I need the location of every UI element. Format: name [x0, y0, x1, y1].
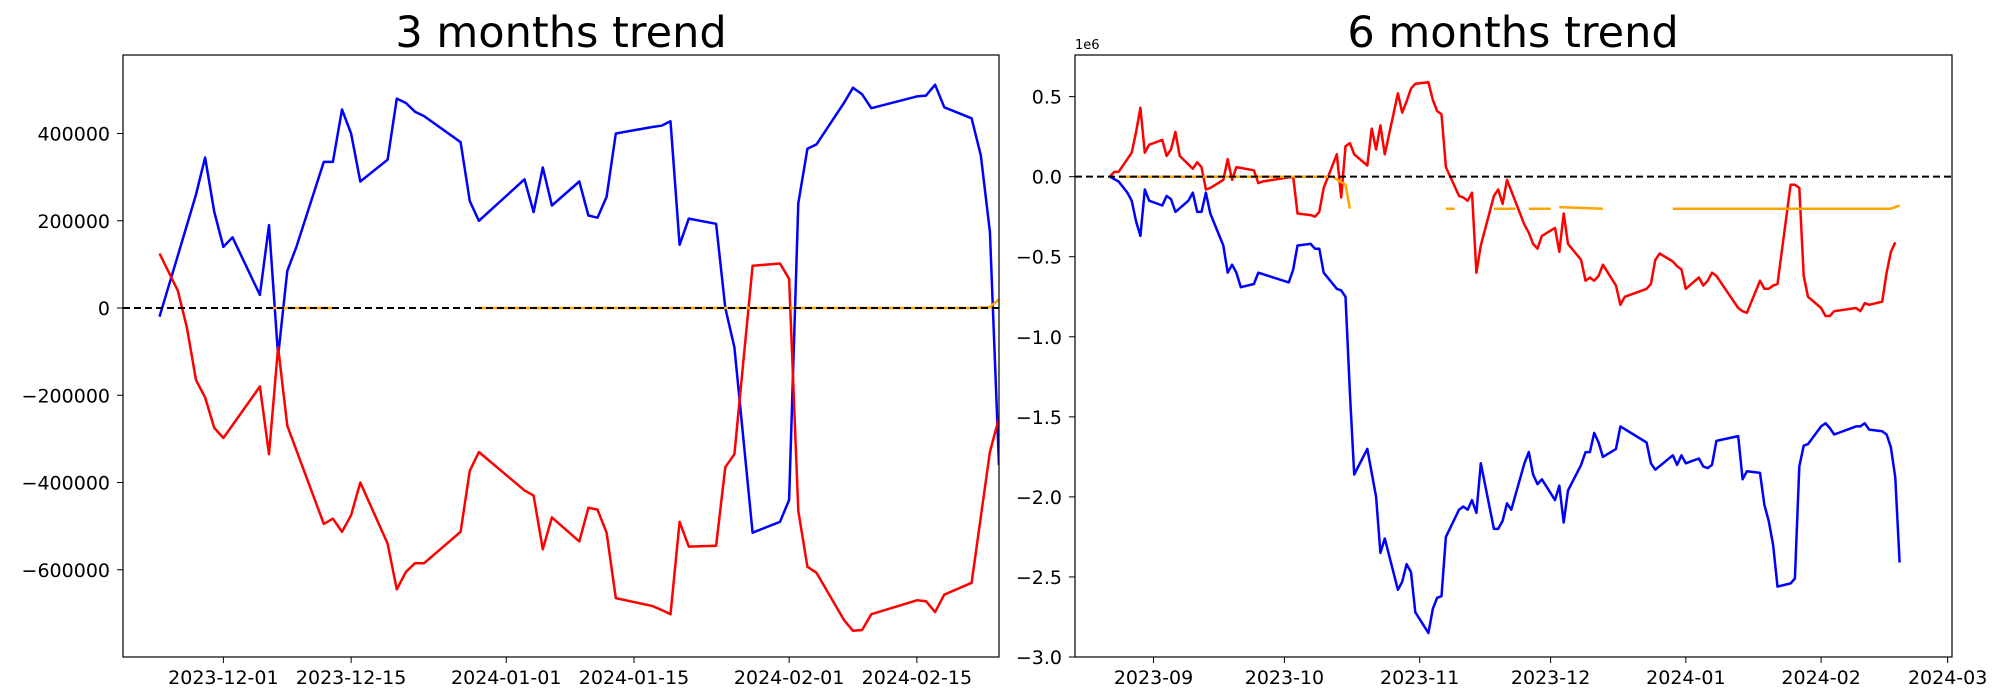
y-tick-label: −3.0 — [1016, 647, 1062, 669]
y-tick-label: −600000 — [22, 560, 110, 582]
y-tick-label: −0.5 — [1016, 247, 1062, 269]
x-tick-label: 2024-01-01 — [451, 667, 561, 689]
y-tick-label: 0.0 — [1032, 167, 1062, 189]
x-tick-label: 2024-01-15 — [579, 667, 689, 689]
chart-title: 3 months trend — [395, 8, 726, 58]
plot-frame — [122, 54, 1000, 658]
y-tick-label: −1.5 — [1016, 407, 1062, 429]
y-tick-label: 0 — [98, 298, 110, 320]
chart-panel-3-months: 3 months trend 2023-12-01 2023-12-15 2024-0… — [22, 8, 1000, 689]
series-line-red — [1108, 80, 1897, 318]
x-tick-label: 2024-02-15 — [862, 667, 972, 689]
y-tick-label: 0.5 — [1032, 87, 1062, 109]
x-tick-label: 2024-01 — [1646, 667, 1725, 689]
y-tick-label: −2.0 — [1016, 487, 1062, 509]
plot-area — [123, 83, 999, 633]
x-tick-label: 2023-12 — [1511, 667, 1590, 689]
x-tick-label: 2023-12-15 — [296, 667, 406, 689]
series-line-blue — [1109, 175, 1901, 635]
x-tick-label: 2024-02 — [1781, 667, 1860, 689]
y-tick-label: −1.0 — [1016, 327, 1062, 349]
x-tick-label: 2024-02-01 — [734, 667, 844, 689]
x-tick-label: 2023-11 — [1380, 667, 1459, 689]
series-line-orange — [1118, 175, 1901, 210]
y-axis-offset-label: 1e6 — [1075, 38, 1100, 53]
y-tick-label: −400000 — [22, 473, 110, 495]
chart-panel-6-months: 6 months trend 1e6 2023-09 2023-10 2023-11 20… — [1016, 8, 1987, 689]
series-line-red — [158, 252, 999, 633]
series-line-blue — [158, 83, 999, 534]
x-tick-label: 2023-12-01 — [168, 667, 278, 689]
plot-area — [1075, 80, 1952, 635]
y-tick-label: 400000 — [37, 124, 110, 146]
plot-frame — [1074, 54, 1953, 658]
y-tick-label: −200000 — [22, 385, 110, 407]
x-tick-label: 2024-03 — [1908, 667, 1987, 689]
chart-title: 6 months trend — [1347, 8, 1678, 58]
y-tick-label: −2.5 — [1016, 567, 1062, 589]
y-tick-label: 200000 — [37, 211, 110, 233]
x-tick-label: 2023-10 — [1245, 667, 1324, 689]
series-line-orange — [269, 298, 999, 310]
x-tick-label: 2023-09 — [1114, 667, 1193, 689]
